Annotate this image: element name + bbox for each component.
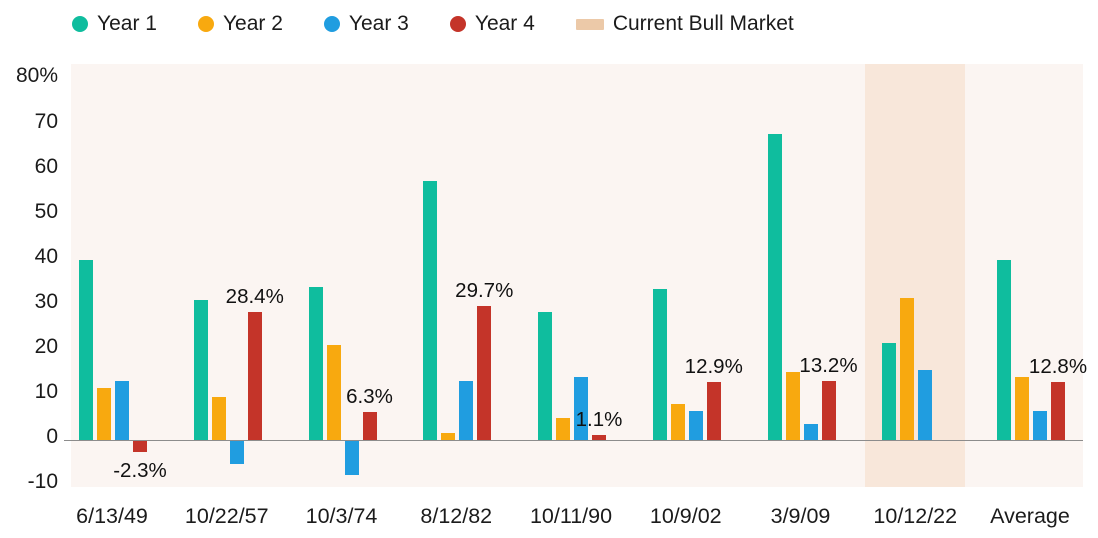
y-tick-60: 60 — [34, 154, 58, 178]
legend-dot-year-1-icon — [72, 16, 88, 32]
data-label-10-3-74: 6.3% — [346, 384, 393, 408]
y-tick-0: 0 — [46, 425, 58, 448]
legend-dot-year-2-icon — [197, 16, 214, 32]
legend-dot-year-3-icon — [323, 16, 340, 32]
legend-label-current-bull-market: Current Bull Market — [612, 12, 794, 35]
x-label-10-9-02: 10/9/02 — [649, 504, 722, 528]
bar-year-1-10-22-57 — [193, 300, 208, 440]
current-bull-market-band — [865, 64, 966, 487]
bar-year-1-3-9-09 — [767, 133, 782, 440]
x-label-10-3-74: 10/3/74 — [305, 504, 378, 528]
data-label-10-9-02: 12.9% — [684, 354, 743, 378]
legend-label-year-3: Year 3 — [348, 12, 409, 35]
bar-year-2-10-11-90 — [556, 417, 570, 440]
bar-year-1-10-3-74 — [308, 286, 323, 440]
legend-swatch-current-bull-market-icon — [575, 18, 604, 30]
bar-year-2-3-9-09 — [785, 372, 800, 440]
y-tick-40: 40 — [34, 244, 58, 268]
bar-year-2-10-12-22 — [900, 298, 915, 440]
bar-year-2-10-3-74 — [326, 345, 341, 440]
legend-item-year-1: Year 1 — [72, 10, 157, 38]
bar-year-4-10-22-57 — [247, 312, 262, 440]
bar-year-4-10-11-90 — [592, 435, 606, 440]
x-label-average: Average — [990, 504, 1070, 528]
x-label-3-9-09: 3/9/09 — [770, 504, 831, 528]
bar-year-3-average — [1033, 410, 1047, 440]
bar-year-3-3-9-09 — [803, 424, 818, 440]
legend-label-year-1: Year 1 — [97, 12, 157, 35]
data-label-average: 12.8% — [1028, 355, 1088, 379]
legend-dot-year-4-icon — [449, 16, 466, 32]
legend-label-year-4: Year 4 — [474, 12, 535, 35]
bar-year-2-10-22-57 — [211, 397, 226, 440]
y-tick-70: 70 — [34, 109, 58, 133]
data-label-8-12-82: 29.7% — [455, 279, 514, 303]
y-tick-30: 30 — [34, 289, 58, 313]
bar-year-4-3-9-09 — [821, 380, 836, 440]
bar-year-2-8-12-82 — [441, 433, 456, 440]
y-tick-80: 80% — [15, 64, 58, 88]
bar-year-3-10-12-22 — [918, 370, 933, 440]
bar-year-1-10-9-02 — [652, 289, 667, 440]
bar-year-2-10-9-02 — [670, 403, 685, 440]
bar-year-3-10-11-90 — [574, 376, 588, 440]
x-label-10-22-57: 10/22/57 — [184, 504, 269, 528]
bar-year-1-10-11-90 — [538, 311, 552, 440]
data-label-10-11-90: 1.1% — [575, 408, 623, 431]
bar-year-1-average — [997, 259, 1011, 440]
legend-item-year-3: Year 3 — [323, 10, 409, 38]
legend-item-current-bull-market: Current Bull Market — [575, 10, 794, 38]
y-tick-10: 10 — [34, 379, 58, 403]
chart-legend: Year 1 Year 2 Year 3 Year 4 Current Bull Mar… — [72, 10, 794, 38]
bar-year-4-average — [1051, 382, 1065, 440]
bar-year-4-10-3-74 — [362, 411, 377, 440]
data-label-6-13-49: -2.3% — [113, 459, 167, 483]
x-label-10-12-22: 10/12/22 — [873, 504, 958, 528]
bar-year-3-8-12-82 — [459, 381, 474, 440]
y-tick-50: 50 — [34, 199, 58, 223]
bar-year-3-10-3-74 — [344, 441, 359, 475]
bar-year-3-10-9-02 — [688, 410, 703, 440]
data-label-3-9-09: 13.2% — [799, 353, 858, 377]
x-axis-line — [64, 439, 1083, 442]
x-label-6-13-49: 6/13/49 — [76, 504, 148, 528]
bar-year-4-8-12-82 — [477, 306, 492, 440]
bar-year-1-6-13-49 — [79, 259, 93, 440]
data-label-10-22-57: 28.4% — [225, 285, 284, 308]
x-label-10-11-90: 10/11/90 — [529, 504, 613, 528]
y-tick-10: -10 — [27, 470, 58, 494]
bar-year-3-10-22-57 — [229, 441, 244, 464]
legend-item-year-4: Year 4 — [449, 10, 535, 38]
bar-year-4-10-9-02 — [706, 381, 721, 440]
bar-year-4-6-13-49 — [133, 441, 147, 452]
bar-year-2-average — [1015, 376, 1029, 440]
bar-year-3-6-13-49 — [115, 381, 129, 440]
bar-year-1-8-12-82 — [423, 180, 438, 440]
y-tick-20: 20 — [34, 334, 58, 358]
legend-item-year-2: Year 2 — [197, 10, 283, 38]
legend-label-year-2: Year 2 — [222, 12, 283, 35]
bar-year-1-10-12-22 — [882, 343, 897, 440]
x-label-8-12-82: 8/12/82 — [420, 504, 493, 528]
bar-year-2-6-13-49 — [97, 388, 111, 440]
